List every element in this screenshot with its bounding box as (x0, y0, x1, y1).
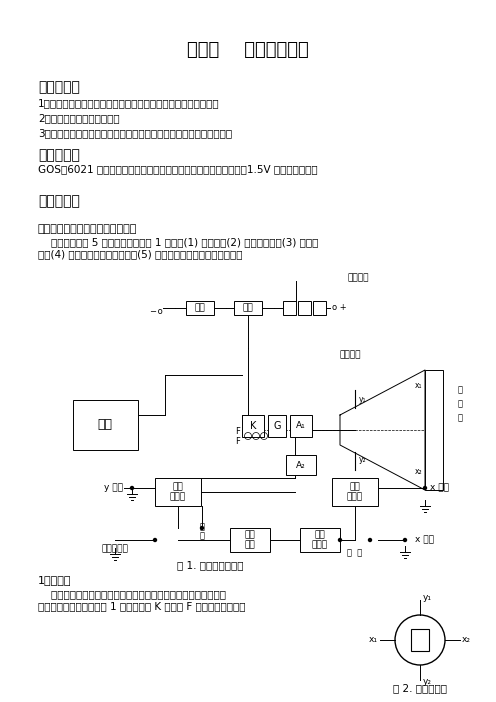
Text: 1．了解示波器基本结构和工作原理，掌握示波器的调节和使用。: 1．了解示波器基本结构和工作原理，掌握示波器的调节和使用。 (38, 98, 220, 108)
Text: y₁: y₁ (359, 395, 367, 404)
Text: F: F (236, 428, 241, 437)
Text: x₂: x₂ (462, 635, 471, 644)
Text: o +: o + (332, 303, 347, 312)
Circle shape (338, 538, 342, 541)
Circle shape (369, 538, 372, 541)
Text: 内  外: 内 外 (347, 548, 363, 557)
Text: 示: 示 (457, 385, 462, 395)
Text: x₁: x₁ (369, 635, 378, 644)
Bar (186, 301, 214, 315)
Text: 水平位移: 水平位移 (347, 273, 369, 282)
Text: 有各种电极，其结构如图 1 所示。阴极 K 受灯丝 F 加热而发射电子，: 有各种电极，其结构如图 1 所示。阴极 K 受灯丝 F 加热而发射电子， (38, 601, 246, 611)
Text: 实验仪器：: 实验仪器： (38, 148, 80, 162)
Circle shape (130, 486, 133, 489)
Text: y₂: y₂ (359, 456, 367, 465)
Text: x 输入: x 输入 (415, 536, 434, 545)
Bar (332, 478, 378, 506)
Bar (312, 301, 325, 315)
Text: 路；(4) 水平轴和垂直轴放大器；(5) 电源。下面分别加以简单说明。: 路；(4) 水平轴和垂直轴放大器；(5) 电源。下面分别加以简单说明。 (38, 249, 243, 259)
Text: 同步
电路: 同步 电路 (245, 530, 255, 550)
Text: x 输入: x 输入 (430, 484, 449, 493)
Text: x₁: x₁ (415, 380, 423, 390)
Text: 外同步输入: 外同步输入 (102, 544, 128, 553)
Bar (411, 629, 429, 651)
Text: A₁: A₁ (296, 421, 306, 430)
Bar (425, 370, 443, 490)
Circle shape (200, 526, 203, 529)
Text: 示波器一般由 5 个部分组成，如图 1 所示：(1) 示波管；(2) 扫描发生器；(3) 同步电: 示波器一般由 5 个部分组成，如图 1 所示：(1) 示波管；(2) 扫描发生器… (38, 237, 318, 247)
Text: 实验目的：: 实验目的： (38, 80, 80, 94)
Bar (300, 528, 340, 552)
Bar (72, 400, 137, 450)
Text: 2．观察各种电信号的波形。: 2．观察各种电信号的波形。 (38, 113, 120, 123)
Bar (268, 415, 286, 437)
Bar (155, 478, 201, 506)
Text: GOS－6021 示波器、信号发生器、十进制电阻箱、十进制电容箱、1.5V 干电池各一个。: GOS－6021 示波器、信号发生器、十进制电阻箱、十进制电容箱、1.5V 干电… (38, 164, 317, 174)
Bar (234, 301, 262, 315)
Text: 实验原理：: 实验原理： (38, 194, 80, 208)
Text: y₁: y₁ (423, 593, 432, 602)
Text: 内: 内 (199, 522, 204, 531)
Text: 垂直位移: 垂直位移 (339, 350, 361, 359)
Text: 图 2. 示波器符号: 图 2. 示波器符号 (393, 683, 447, 693)
Text: ─ o: ─ o (150, 307, 163, 315)
Text: 垂直
放大器: 垂直 放大器 (170, 482, 186, 502)
Text: G: G (273, 421, 281, 431)
Text: 电源: 电源 (98, 418, 113, 432)
Text: 示波管是示波器中的显示元件，在一个抽成真空的玻璃泡中，装: 示波管是示波器中的显示元件，在一个抽成真空的玻璃泡中，装 (38, 589, 226, 599)
Text: F: F (236, 437, 241, 446)
Text: 波: 波 (457, 399, 462, 409)
Circle shape (153, 538, 157, 541)
Text: A₂: A₂ (296, 461, 306, 470)
Text: 一、示波器的结构及简单工作原理: 一、示波器的结构及简单工作原理 (38, 224, 137, 234)
Text: 管: 管 (457, 413, 462, 423)
Text: 水平
放大器: 水平 放大器 (347, 482, 363, 502)
Text: 图 1. 示波器的原理图: 图 1. 示波器的原理图 (177, 560, 243, 570)
Polygon shape (340, 370, 425, 490)
Text: 聚焦: 聚焦 (243, 303, 253, 312)
Circle shape (404, 538, 407, 541)
Text: y₂: y₂ (423, 677, 432, 687)
Text: y 输入: y 输入 (104, 484, 123, 493)
Text: 亮度: 亮度 (194, 303, 205, 312)
Bar (290, 415, 312, 437)
Bar (283, 301, 296, 315)
Bar (242, 415, 264, 437)
Text: 1．示波管: 1．示波管 (38, 575, 71, 585)
Text: K: K (250, 421, 256, 431)
Text: 实验二    示波器的使用: 实验二 示波器的使用 (187, 41, 309, 59)
Text: x₂: x₂ (415, 468, 423, 477)
Bar (230, 528, 270, 552)
Circle shape (424, 486, 427, 489)
Text: 外: 外 (199, 531, 204, 540)
Bar (286, 455, 316, 475)
Text: 3．测量直流电压；测量交流信号峰值电压、周期、频率、和相位差。: 3．测量直流电压；测量交流信号峰值电压、周期、频率、和相位差。 (38, 128, 232, 138)
Bar (298, 301, 310, 315)
Text: 扫描
发生器: 扫描 发生器 (312, 530, 328, 550)
